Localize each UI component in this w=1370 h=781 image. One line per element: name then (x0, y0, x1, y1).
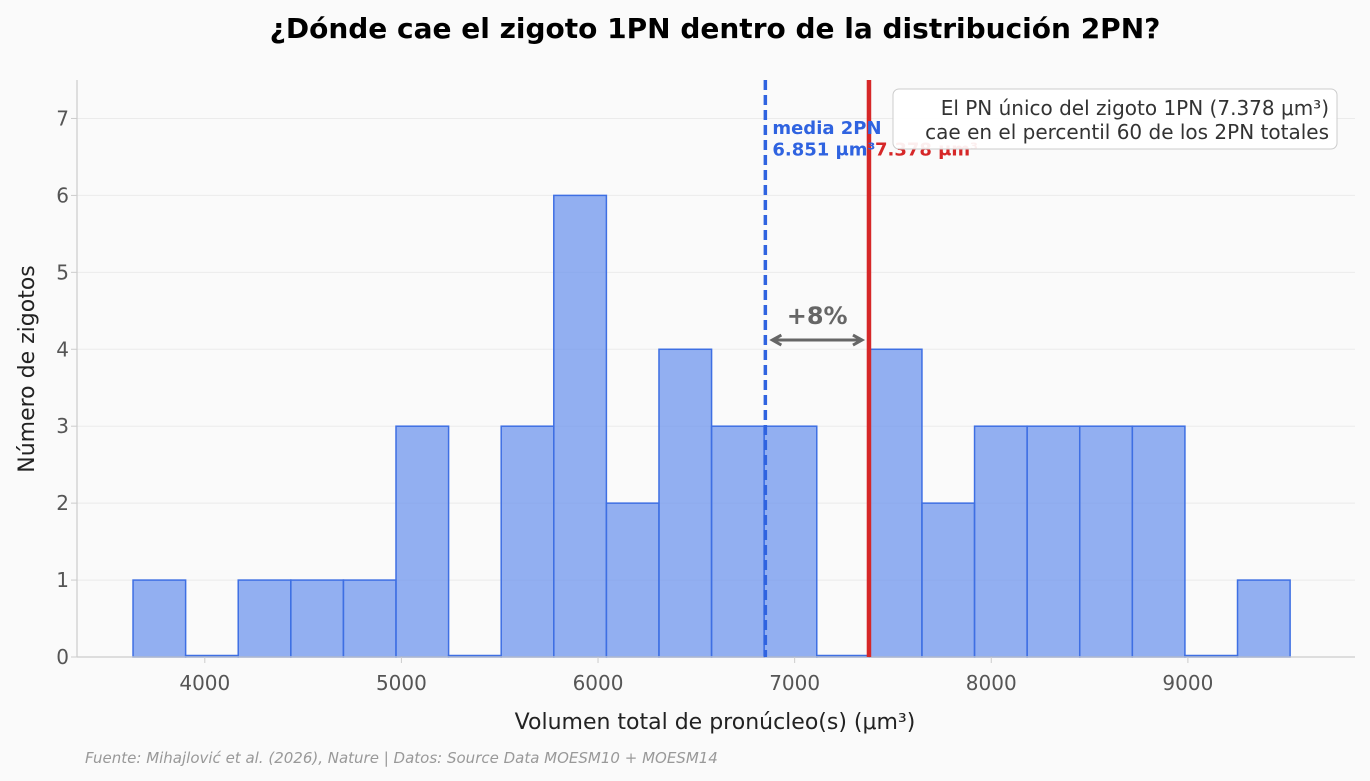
x-tick-label: 9000 (1162, 671, 1213, 695)
histogram-bar (290, 579, 345, 658)
source-note: Fuente: Mihajlović et al. (2026), Nature… (85, 749, 718, 767)
histogram-bar (973, 425, 1028, 658)
histogram-bar (237, 579, 292, 658)
histogram-bar (868, 348, 923, 658)
mean-2pn-value: 6.851 μm³ (772, 139, 875, 160)
histogram-bar (658, 348, 713, 658)
info-box: El PN único del zigoto 1PN (7.378 μm³) c… (892, 88, 1338, 150)
y-tick-label: 4 (56, 337, 69, 361)
chart-title: ¿Dónde cae el zigoto 1PN dentro de la di… (270, 12, 1161, 45)
histogram-bar (921, 502, 976, 658)
y-axis-label: Número de zigotos (15, 265, 40, 473)
histogram-bar (605, 502, 660, 658)
histogram-bar (395, 425, 450, 658)
y-tick-label: 0 (56, 645, 69, 669)
x-axis-label: Volumen total de pronúcleo(s) (μm³) (515, 710, 916, 735)
info-box-line1: El PN único del zigoto 1PN (7.378 μm³) (941, 96, 1329, 120)
histogram-bar (763, 425, 818, 658)
mean-2pn-label: media 2PN (772, 118, 881, 139)
histogram-bar (710, 425, 765, 658)
histogram-bar (1026, 425, 1081, 658)
x-tick-label: 4000 (179, 671, 230, 695)
x-tick-label: 8000 (966, 671, 1017, 695)
y-tick-label: 1 (56, 568, 69, 592)
info-box-line2: cae en el percentil 60 de los 2PN totale… (925, 120, 1329, 144)
histogram-bar (1131, 425, 1186, 658)
x-tick-label: 5000 (376, 671, 427, 695)
y-tick-label: 3 (56, 414, 69, 438)
histogram-bars (132, 194, 1291, 658)
difference-arrow (769, 333, 866, 347)
y-tick-label: 6 (56, 183, 69, 207)
y-tick-label: 7 (56, 106, 69, 130)
histogram-bar (132, 579, 187, 658)
x-ticks: 4000 5000 6000 7000 8000 9000 (179, 657, 1213, 695)
y-ticks: 0 1 2 3 4 5 6 7 (56, 106, 77, 669)
y-tick-label: 5 (56, 260, 69, 284)
x-tick-label: 6000 (573, 671, 624, 695)
histogram-bar (342, 579, 397, 658)
difference-label: +8% (787, 302, 848, 330)
histogram-bar (500, 425, 555, 658)
x-tick-label: 7000 (769, 671, 820, 695)
histogram-bar (553, 194, 608, 658)
histogram-bar (1078, 425, 1134, 658)
y-tick-label: 2 (56, 491, 69, 515)
histogram-bar (1236, 579, 1291, 658)
